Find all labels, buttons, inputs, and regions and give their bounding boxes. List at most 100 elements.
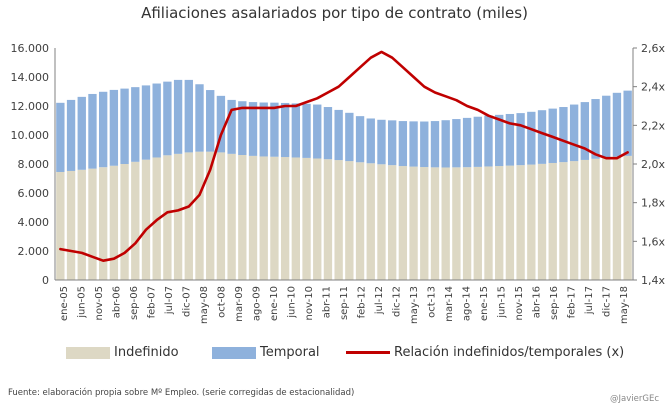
bar-indefinido [602, 157, 611, 280]
y-left-tick-label: 4.000 [18, 216, 50, 229]
legend-swatch-temporal [212, 346, 256, 359]
bar-temporal [441, 120, 450, 168]
x-tick-label: ene-15 [479, 286, 490, 321]
bar-temporal [387, 120, 397, 166]
bar-indefinido [66, 170, 76, 280]
x-tick-label: ago-14 [462, 286, 473, 321]
bar-indefinido [323, 159, 333, 280]
x-tick-label: ago-09 [251, 286, 262, 321]
bar-indefinido [623, 155, 632, 280]
bar-temporal [334, 109, 343, 161]
bar-temporal [345, 112, 354, 162]
x-tick-label: feb-07 [146, 286, 157, 318]
bar-temporal [452, 119, 461, 168]
x-tick-label: dic-17 [602, 286, 613, 317]
bar-indefinido [441, 167, 450, 280]
x-tick-label: dic-12 [392, 286, 403, 317]
y-left-tick-label: 0 [42, 274, 49, 287]
bar-temporal [131, 87, 140, 162]
bar-indefinido [98, 167, 108, 280]
y-left-tick-label: 8.000 [18, 158, 50, 171]
legend-label-indefinido: Indefinido [114, 345, 179, 360]
bar-indefinido [184, 152, 193, 280]
bar-indefinido [377, 164, 386, 280]
x-tick-label: ene-05 [59, 286, 70, 321]
author-credit: @JavierGEc [610, 394, 659, 404]
legend-item-temporal: Temporal [212, 345, 320, 360]
bar-temporal [505, 113, 515, 166]
source-note: Fuente: elaboración propia sobre Mº Empl… [8, 388, 355, 398]
bar-temporal [430, 121, 440, 168]
y-left-tick-label: 16.000 [11, 42, 50, 55]
legend-swatch-ratio [346, 351, 390, 354]
x-tick-label: mar-14 [444, 286, 455, 322]
y-right-tick-label: 1,8x [641, 197, 665, 210]
y-left-tick-label: 14.000 [11, 71, 50, 84]
bar-temporal [462, 117, 472, 168]
bar-indefinido [548, 162, 557, 280]
x-tick-label: may-08 [199, 286, 210, 324]
bar-temporal [173, 79, 183, 154]
legend-item-ratio: Relación indefinidos/temporales (x) [346, 345, 624, 360]
x-tick-label: dic-07 [181, 286, 192, 317]
bar-temporal [77, 96, 86, 170]
axis-layer: 0 2.000 4.000 6.000 8.000 10.000 12.000 14.000 1… [11, 42, 666, 324]
bar-temporal [559, 107, 568, 163]
ratio-line-layer [59, 50, 629, 262]
x-tick-label: nov-10 [304, 286, 315, 320]
bar-temporal [537, 110, 547, 164]
bar-temporal [409, 121, 418, 167]
series-line-ratio [59, 50, 629, 262]
bar-indefinido [131, 161, 140, 280]
bar-temporal [195, 84, 204, 152]
bar-indefinido [302, 157, 311, 280]
bar-indefinido [345, 161, 354, 280]
x-tick-label: sep-16 [549, 286, 560, 320]
bar-indefinido [227, 153, 236, 280]
bar-temporal [248, 102, 258, 156]
bar-indefinido [291, 157, 301, 280]
bar-temporal [302, 103, 311, 158]
bar-temporal [88, 93, 97, 169]
bar-layer [56, 79, 632, 280]
bar-temporal [313, 104, 322, 159]
x-tick-label: oct-08 [216, 286, 227, 318]
legend: Indefinido Temporal Relación indefinidos… [0, 345, 669, 371]
bar-indefinido [537, 163, 547, 280]
bar-indefinido [484, 166, 493, 280]
bar-temporal [602, 95, 611, 158]
legend-label-temporal: Temporal [260, 345, 320, 360]
bar-indefinido [355, 162, 365, 280]
y-right-tick-label: 2,6x [641, 42, 665, 55]
bar-indefinido [270, 156, 279, 280]
bar-indefinido [334, 160, 343, 280]
bar-indefinido [462, 167, 472, 280]
bar-temporal [184, 79, 193, 153]
y-left-tick-label: 6.000 [18, 187, 50, 200]
y-left-tick-label: 12.000 [11, 100, 50, 113]
x-tick-label: jun-05 [76, 286, 87, 319]
x-tick-label: sep-06 [129, 286, 140, 320]
y-right-tick-label: 2,0x [641, 158, 665, 171]
bar-temporal [109, 89, 119, 166]
bar-temporal [591, 99, 600, 159]
bar-indefinido [238, 155, 247, 280]
bar-temporal [516, 113, 525, 166]
bar-indefinido [109, 165, 119, 280]
x-tick-label: ene-10 [269, 286, 280, 321]
bar-indefinido [452, 167, 461, 280]
bar-temporal [623, 90, 632, 156]
bar-temporal [56, 102, 65, 172]
bar-temporal [141, 85, 151, 160]
bar-indefinido [173, 153, 183, 280]
legend-item-indefinido: Indefinido [66, 345, 179, 360]
bar-temporal [355, 116, 365, 163]
x-tick-label: nov-15 [514, 286, 525, 320]
bar-temporal [206, 90, 215, 152]
x-tick-label: nov-05 [94, 286, 105, 320]
bar-temporal [484, 115, 493, 167]
x-tick-label: mar-09 [234, 286, 245, 322]
bar-temporal [216, 95, 226, 153]
y-right-tick-label: 2,4x [641, 81, 665, 94]
bar-indefinido [580, 159, 590, 280]
